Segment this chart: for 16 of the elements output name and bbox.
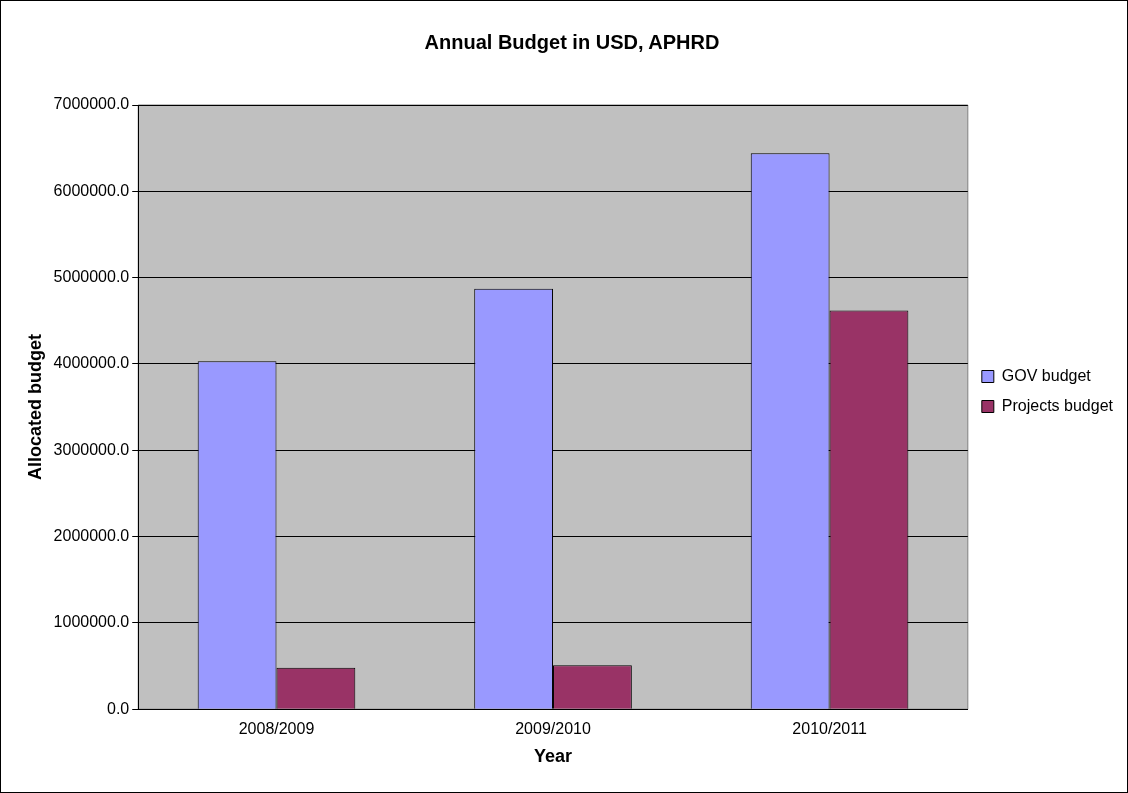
y-tick-label: 0.0	[106, 699, 130, 717]
y-tick-label: 1000000.0	[53, 613, 130, 631]
y-tick-label: 5000000.0	[53, 268, 130, 286]
x-tick-label: 2009/2010	[515, 720, 591, 738]
y-tick-label: 7000000.0	[53, 95, 130, 113]
y-tick-label: 4000000.0	[53, 354, 130, 372]
chart-title: Annual Budget in USD, APHRD	[424, 30, 720, 53]
y-tick-label: 2000000.0	[53, 526, 130, 544]
legend-label: Projects budget	[1001, 396, 1114, 414]
y-tick-label: 3000000.0	[53, 440, 130, 458]
x-tick-label: 2010/2011	[792, 720, 867, 738]
y-tick-label: 6000000.0	[53, 181, 130, 199]
legend-label: GOV budget	[1001, 366, 1092, 384]
y-axis-title: Allocated budget	[24, 334, 45, 481]
x-tick-label: 2008/2009	[238, 720, 315, 738]
x-axis-title: Year	[534, 746, 573, 767]
